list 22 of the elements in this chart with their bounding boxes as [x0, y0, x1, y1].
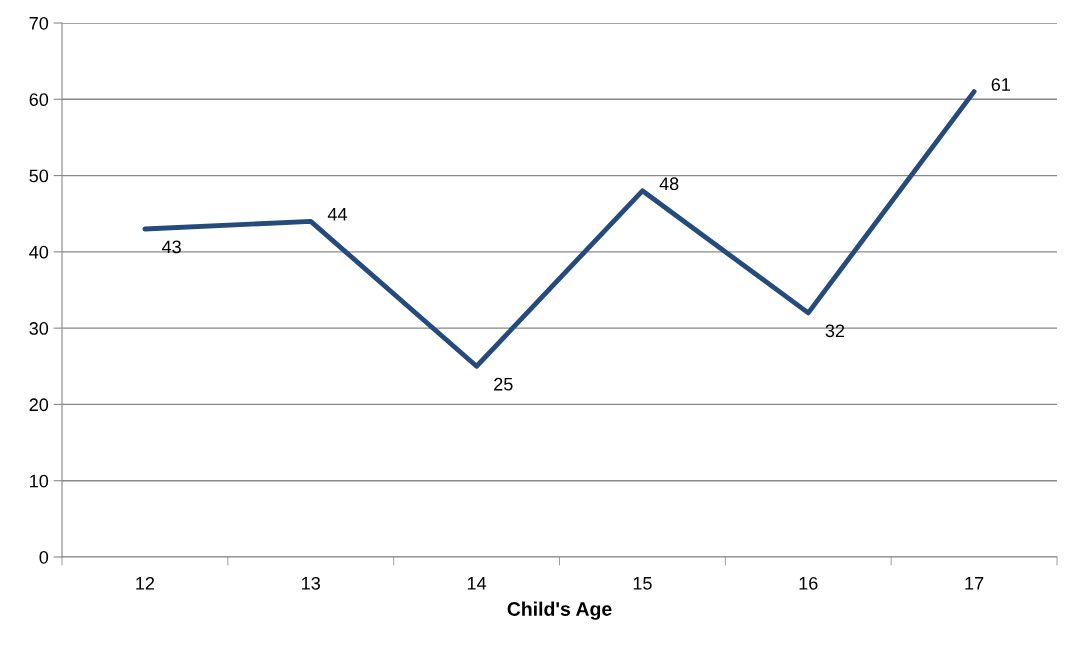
data-label: 43 — [162, 240, 181, 254]
y-tick-label: 20 — [29, 398, 49, 412]
data-label: 44 — [327, 208, 347, 221]
x-tick-label: 16 — [799, 576, 818, 590]
y-tick-label: 70 — [29, 16, 49, 30]
y-tick-label: 10 — [30, 474, 49, 488]
data-label: 61 — [991, 78, 1010, 91]
data-label: 32 — [825, 324, 845, 338]
x-tick-label: 14 — [467, 577, 487, 590]
y-tick-label: 40 — [29, 245, 49, 259]
y-tick-label: 30 — [29, 322, 49, 335]
line-series — [142, 89, 977, 369]
y-tick-label: 60 — [29, 93, 49, 107]
x-tick-label: 15 — [633, 577, 652, 590]
data-label: 48 — [659, 177, 679, 191]
data-label: 25 — [494, 377, 513, 391]
x-axis-title: Child's Age — [507, 601, 612, 620]
y-tick-label: 50 — [29, 169, 49, 183]
y-tick-label: 0 — [39, 550, 49, 564]
x-tick-label: 13 — [302, 576, 320, 590]
x-tick-label: 12 — [136, 576, 155, 590]
x-tick-label: 17 — [965, 577, 984, 590]
